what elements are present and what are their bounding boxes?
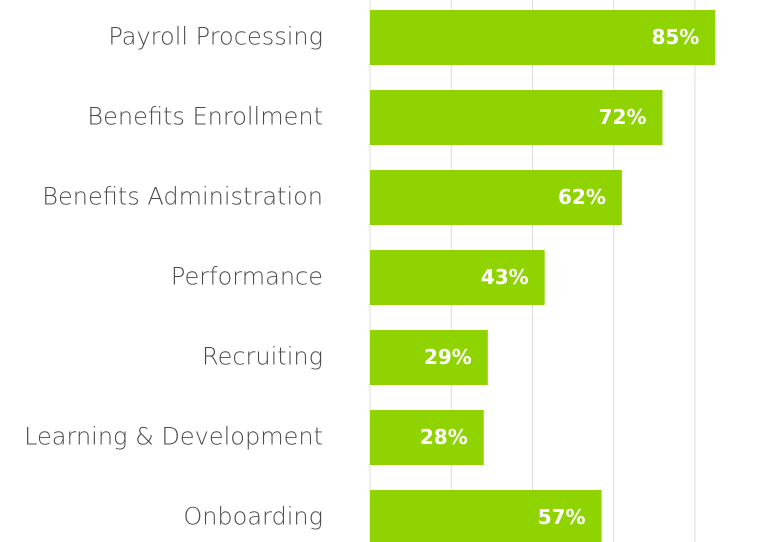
bar — [370, 490, 602, 542]
category-label: Benefits Enrollment — [87, 103, 323, 131]
bar — [370, 10, 716, 65]
value-label: 57% — [538, 505, 586, 529]
category-label: Payroll Processing — [108, 23, 323, 51]
category-label: Onboarding — [183, 503, 323, 531]
value-label: 43% — [481, 265, 529, 289]
value-label: 29% — [424, 345, 472, 369]
bar — [370, 410, 484, 465]
bar — [370, 330, 488, 385]
bar — [370, 170, 622, 225]
value-label: 28% — [420, 425, 468, 449]
category-label: Learning & Development — [24, 423, 323, 451]
value-label: 85% — [651, 25, 699, 49]
value-label: 72% — [599, 105, 647, 129]
value-label: 62% — [558, 185, 606, 209]
category-label: Benefits Administration — [42, 183, 323, 211]
category-label: Recruiting — [202, 343, 323, 371]
bar — [370, 250, 545, 305]
category-label: Performance — [171, 263, 323, 291]
bar — [370, 90, 663, 145]
